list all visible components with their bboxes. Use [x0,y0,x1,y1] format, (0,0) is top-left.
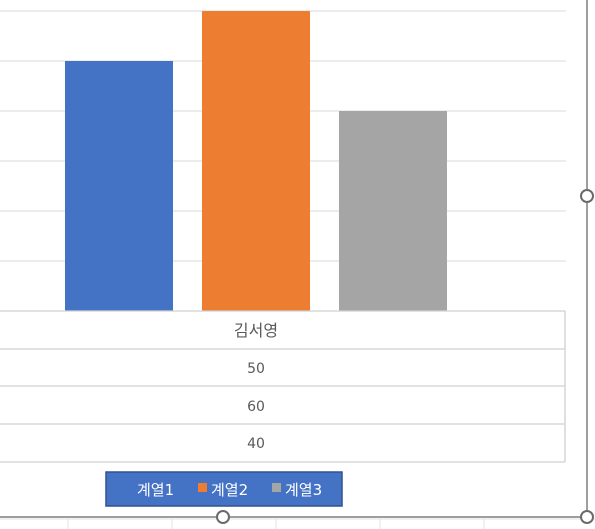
resize-handle-bottom[interactable] [216,510,230,524]
legend[interactable]: 계열1 계열2 계열3 [105,471,343,507]
bar-series3[interactable] [339,111,447,311]
bar-series2[interactable] [202,11,310,311]
sheet-grid [0,518,595,529]
table-cell-series1: 50 [247,361,265,377]
legend-label-series1: 계열1 [137,481,174,499]
table-cell-series3: 40 [247,436,265,452]
bar-series1[interactable] [65,61,173,311]
legend-label-series3: 계열3 [285,481,322,499]
resize-handle-corner[interactable] [580,510,594,524]
legend-label-series2: 계열2 [211,481,248,499]
legend-box[interactable] [105,471,343,507]
data-table: 김서영 50 60 40 [0,310,566,463]
legend-swatch-series3 [272,483,281,492]
legend-swatch-series2 [198,483,207,492]
bars-group [65,11,447,311]
table-header-category: 김서영 [234,321,278,340]
chart-frame [0,0,588,518]
resize-handle-right[interactable] [580,189,594,203]
table-cell-series2: 60 [247,399,265,415]
